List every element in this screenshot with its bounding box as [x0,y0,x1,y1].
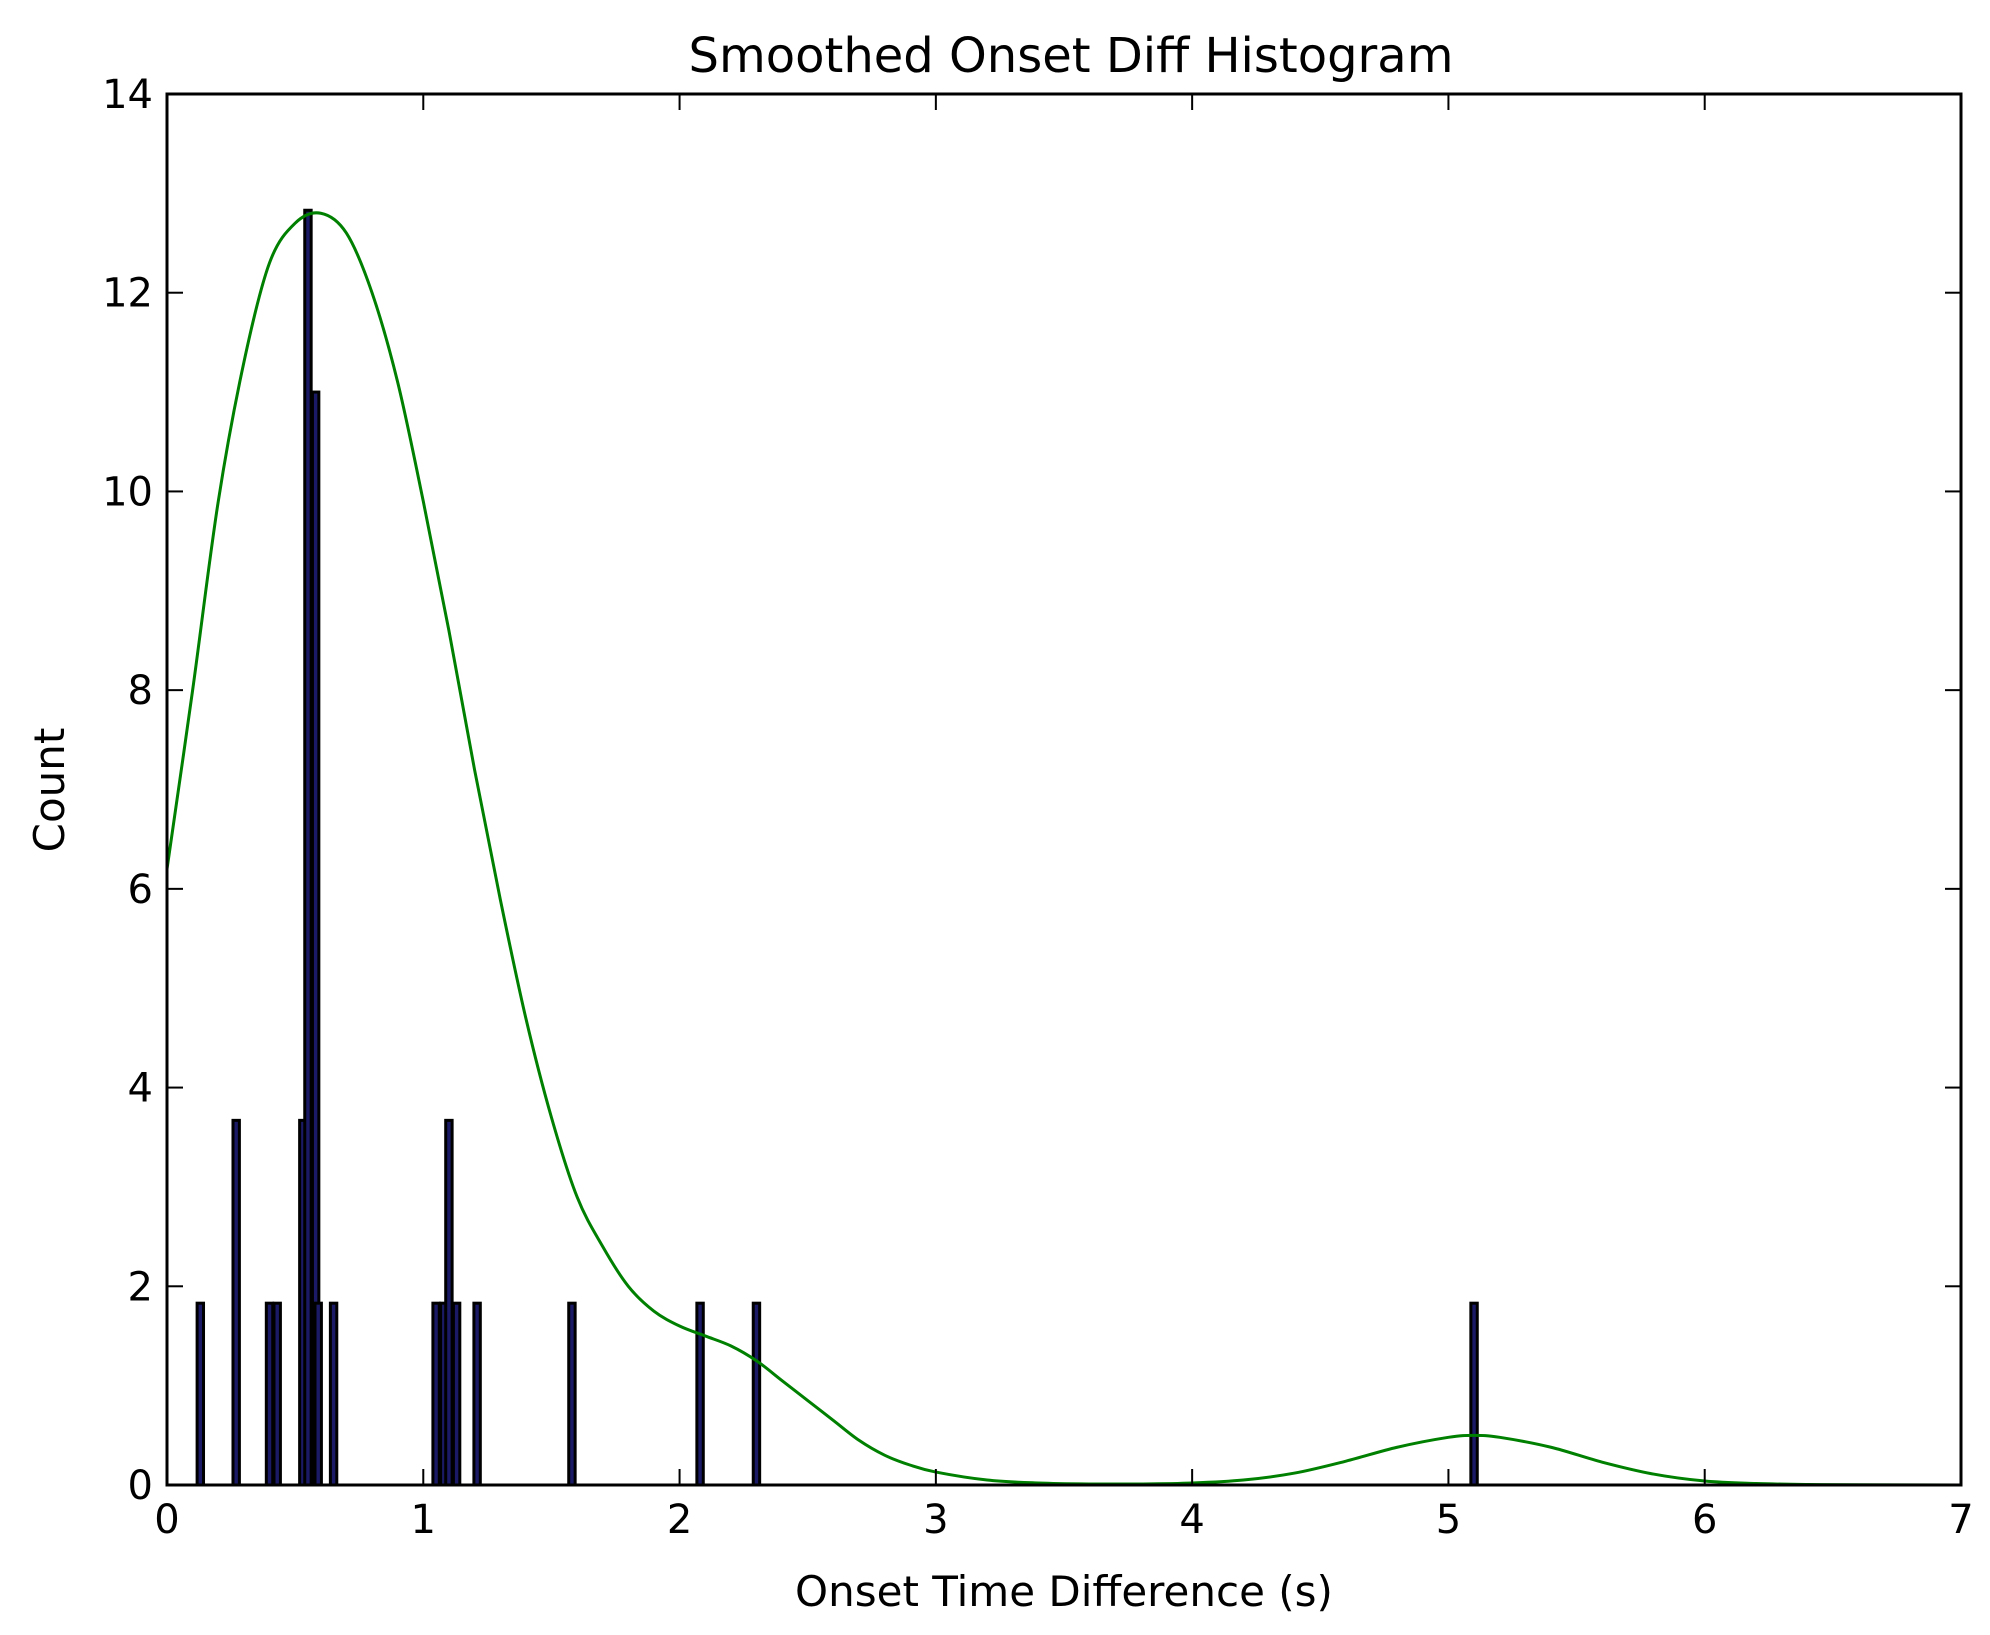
x-axis-label: Onset Time Difference (s) [795,1567,1333,1616]
y-tick-label: 4 [128,1066,153,1112]
x-tick-label: 5 [1436,1497,1461,1543]
histogram-bar [272,1301,282,1487]
histogram-bar [695,1301,705,1487]
histogram-bar [444,1118,454,1487]
histogram-bar [303,208,313,1487]
x-tick-label: 1 [411,1497,436,1543]
y-axis-label: Count [25,728,74,853]
x-tick-label: 4 [1179,1497,1204,1543]
y-tick-label: 6 [128,867,153,913]
histogram-bar [264,1301,275,1487]
x-tick-label: 3 [923,1497,948,1543]
histogram-bar [231,1118,241,1487]
plot-frame [165,92,1963,1487]
histogram-bar [313,1301,323,1487]
x-tick-label: 2 [667,1497,692,1543]
x-tick-label: 7 [1948,1497,1973,1543]
y-tick-label: 10 [102,469,153,515]
x-tick-label: 0 [154,1497,179,1543]
histogram-bar [751,1301,762,1487]
y-tick-label: 8 [128,668,153,714]
y-tick-label: 12 [102,271,153,317]
histogram-bar [195,1301,206,1487]
chart-title: Smoothed Onset Diff Histogram [689,28,1454,84]
histogram-bar [451,1301,462,1487]
curve-group [165,211,1962,1487]
histogram-bar [567,1301,577,1487]
histogram-bar [1469,1301,1479,1487]
y-tick-label: 14 [102,72,153,118]
smoothed-density-curve [165,211,1962,1487]
histogram-bar [328,1301,339,1487]
x-tick-label: 6 [1692,1497,1717,1543]
histogram-bar [472,1301,482,1487]
y-tick-label: 2 [128,1264,153,1310]
histogram-bar [431,1301,441,1487]
y-tick-label: 0 [128,1463,153,1509]
